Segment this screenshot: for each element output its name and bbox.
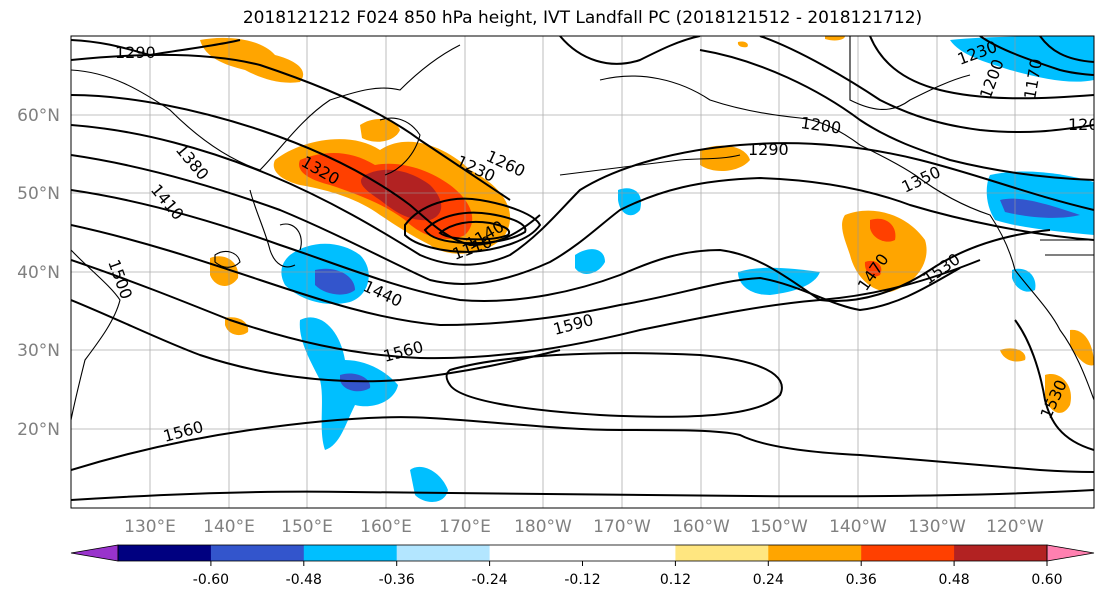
colorbar-tick-label: 0.12 [660, 572, 691, 588]
colorbar-segment [396, 545, 491, 561]
colorbar-segment [675, 545, 769, 561]
lon-label: 170°W [593, 517, 651, 537]
lat-label: 50°N [17, 184, 60, 204]
lon-label: 150°E [281, 517, 333, 537]
colorbar-segment [210, 545, 305, 561]
height-contours [71, 36, 1094, 501]
colorbar-tick-label: -0.12 [564, 572, 600, 588]
colorbar-segment [768, 545, 862, 561]
latitude-labels: 60°N 50°N 40°N 30°N 20°N [17, 106, 60, 440]
contour-label: 1290 [748, 140, 789, 159]
longitude-labels: 130°E 140°E 150°E 160°E 170°E 180°W 170°… [124, 517, 1044, 537]
lon-label: 130°W [908, 517, 966, 537]
lat-label: 30°N [17, 341, 60, 361]
colorbar-tick-label: -0.48 [286, 572, 322, 588]
colorbar-tick-label: 0.36 [846, 572, 877, 588]
lon-label: 160°E [360, 517, 412, 537]
colorbar: -0.60 -0.48 -0.36 -0.24 -0.12 0.12 0.24 0.36 0.4… [70, 544, 1095, 588]
lon-label: 130°E [124, 517, 176, 537]
colorbar-segment [118, 545, 212, 561]
colorbar-segment [489, 545, 583, 561]
colorbar-tick-label: 0.60 [1031, 572, 1062, 588]
colorbar-tick-label: -0.36 [379, 572, 415, 588]
lon-label: 140°W [829, 517, 887, 537]
lat-label: 20°N [17, 420, 60, 440]
contour-label: 1290 [115, 43, 156, 62]
lat-label: 60°N [17, 106, 60, 126]
colorbar-segment [303, 545, 398, 561]
map-title: 2018121212 F024 850 hPa height, IVT Land… [242, 8, 923, 28]
colorbar-tick-label: 0.48 [939, 572, 970, 588]
colorbar-extend-max [1047, 545, 1094, 561]
lat-label: 40°N [17, 263, 60, 283]
colorbar-segment [582, 545, 676, 561]
lon-label: 140°E [203, 517, 255, 537]
lon-label: 120°W [986, 517, 1044, 537]
contour-label: 1200 [1068, 115, 1105, 134]
colorbar-segment [861, 545, 955, 561]
lon-label: 180°W [514, 517, 572, 537]
colorbar-tick-label: -0.24 [471, 572, 507, 588]
map-frame [70, 35, 1095, 509]
lon-label: 150°W [750, 517, 808, 537]
colorbar-segment [954, 545, 1048, 561]
colorbar-extend-min [71, 545, 118, 561]
colorbar-tick-label: -0.60 [193, 572, 229, 588]
colorbar-tick-label: 0.24 [753, 572, 784, 588]
lon-label: 160°W [672, 517, 730, 537]
lon-label: 170°E [439, 517, 491, 537]
